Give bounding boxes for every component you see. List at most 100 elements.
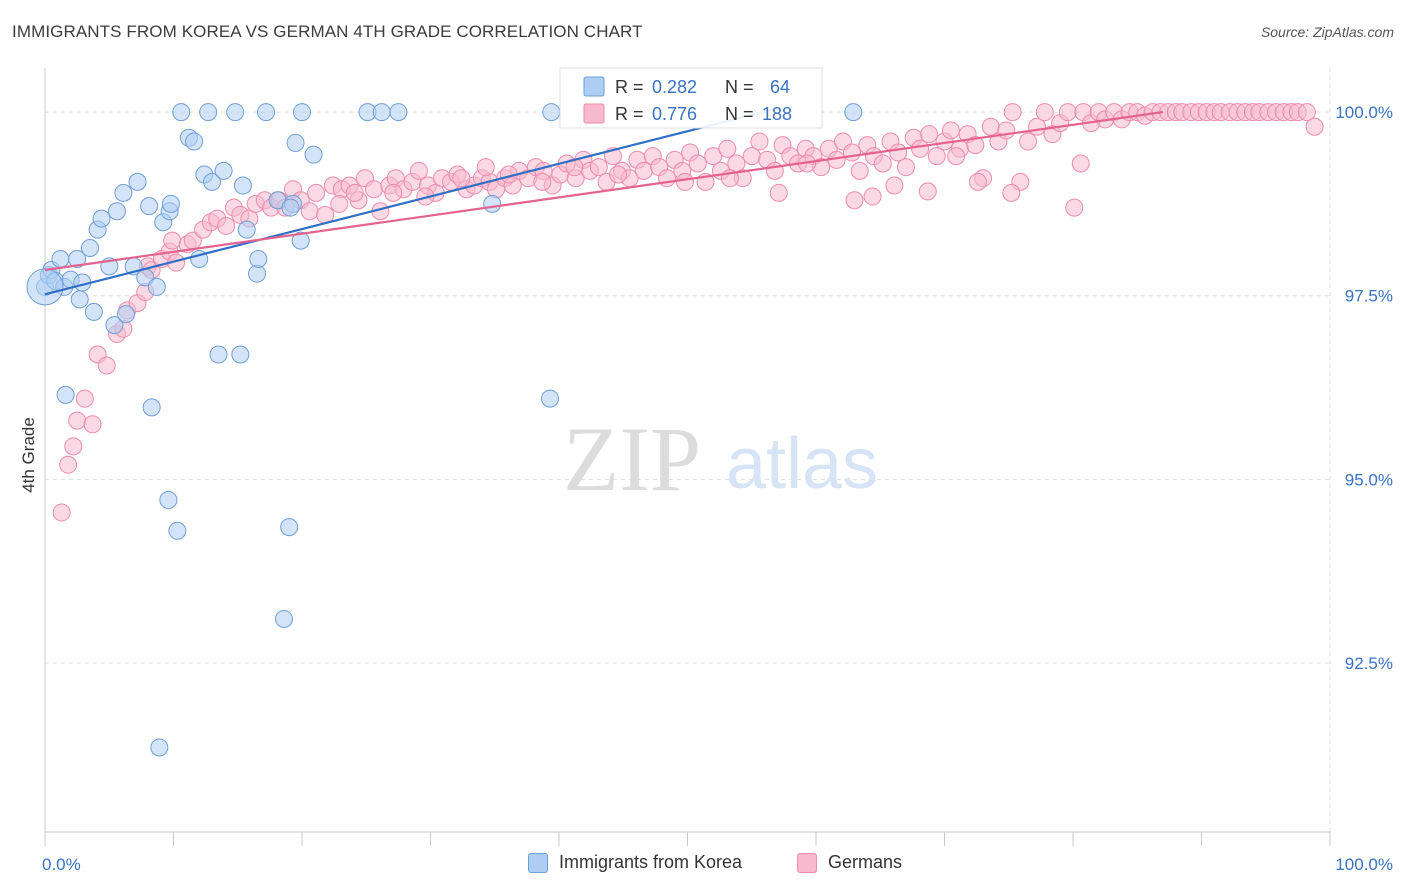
korea-point xyxy=(26,268,64,306)
korea-point xyxy=(233,176,252,195)
stats-legend: R = 0.282 N = 64 R = 0.776 N = 188 xyxy=(559,67,823,129)
german-point xyxy=(765,161,784,180)
source-label: Source: ZipAtlas.com xyxy=(1260,24,1394,40)
korea-point xyxy=(199,103,218,122)
german-point xyxy=(863,187,882,206)
legend-item-korea: Immigrants from Korea xyxy=(528,852,742,873)
korea-point xyxy=(231,345,250,364)
german-point xyxy=(330,194,349,213)
y-axis-label: 4th Grade xyxy=(19,417,38,493)
legend-r-label-korea: R = xyxy=(615,77,644,97)
german-point xyxy=(452,169,471,188)
german-point xyxy=(657,169,676,188)
korea-point xyxy=(92,209,111,228)
korea-point xyxy=(172,103,191,122)
korea-point xyxy=(68,250,87,268)
german-point xyxy=(842,143,861,162)
korea-point xyxy=(389,103,408,122)
korea-point xyxy=(51,250,70,268)
korea-trend-line xyxy=(44,107,778,296)
german-point xyxy=(609,165,628,184)
german-point xyxy=(1002,183,1021,202)
korea-point xyxy=(70,290,89,309)
korea-point xyxy=(147,277,166,296)
korea-point xyxy=(185,132,204,151)
korea-point xyxy=(142,398,161,417)
korea-point xyxy=(249,250,268,268)
legend-label-german: Germans xyxy=(828,852,903,872)
german-trend-line xyxy=(44,110,1164,272)
german-point xyxy=(911,139,930,158)
korea-point xyxy=(114,183,133,202)
german-point xyxy=(1305,117,1324,136)
legend-item-german: Germans xyxy=(797,852,902,873)
korea-point xyxy=(483,194,502,213)
german-point xyxy=(476,158,495,177)
german-point xyxy=(1003,103,1022,122)
german-point xyxy=(533,172,552,191)
german-point xyxy=(75,389,94,408)
y-tick-label: 97.5% xyxy=(1345,287,1393,306)
korea-point xyxy=(107,202,126,221)
german-point xyxy=(97,356,116,375)
chart-title: IMMIGRANTS FROM KOREA VS GERMAN 4TH GRAD… xyxy=(12,22,643,41)
german-point xyxy=(918,182,937,201)
korea-point xyxy=(291,231,310,250)
legend-swatch-korea xyxy=(583,76,605,97)
korea-point xyxy=(280,518,299,537)
legend-n-label-german: N = xyxy=(725,104,754,124)
legend-n-label-korea: N = xyxy=(725,77,754,97)
korea-point xyxy=(128,172,147,191)
german-point xyxy=(384,183,403,202)
german-point xyxy=(364,180,383,199)
legend-r-value-korea: 0.282 xyxy=(652,77,697,97)
points-layer xyxy=(26,103,1324,757)
trend-layer xyxy=(44,107,1164,296)
korea-point xyxy=(275,609,294,628)
german-point xyxy=(68,411,87,430)
korea-point xyxy=(542,103,561,122)
korea-point xyxy=(281,198,300,217)
german-point xyxy=(64,437,83,456)
legend-n-value-german: 188 xyxy=(762,104,792,124)
korea-point xyxy=(116,305,135,324)
german-point xyxy=(896,158,915,177)
korea-point xyxy=(56,385,75,404)
german-point xyxy=(83,415,102,434)
y-tick-label: 95.0% xyxy=(1345,470,1393,489)
korea-point xyxy=(214,161,233,180)
german-point xyxy=(850,161,869,180)
korea-point xyxy=(237,220,256,239)
korea-point xyxy=(150,738,169,757)
watermark: ZIP atlas xyxy=(563,408,878,510)
german-point xyxy=(873,154,892,173)
korea-point xyxy=(209,345,228,364)
german-point xyxy=(409,161,428,180)
german-point xyxy=(1297,103,1316,122)
korea-point xyxy=(84,302,103,321)
series-legend: Immigrants from Korea Germans xyxy=(0,850,1406,880)
german-point xyxy=(769,183,788,202)
korea-point xyxy=(541,389,560,408)
german-point xyxy=(634,161,653,180)
y-tick-label: 100.0% xyxy=(1335,103,1393,122)
german-point xyxy=(718,139,737,158)
german-point xyxy=(52,503,71,522)
german-point xyxy=(345,183,364,202)
korea-point xyxy=(80,238,99,257)
german-point xyxy=(750,132,769,151)
german-point xyxy=(920,125,939,144)
legend-swatch-german-bottom xyxy=(797,852,817,873)
korea-point xyxy=(159,490,178,509)
german-point xyxy=(307,183,326,202)
korea-point xyxy=(372,103,391,122)
german-point xyxy=(845,191,864,210)
korea-point xyxy=(203,172,222,191)
korea-point xyxy=(286,133,305,152)
legend-r-value-german: 0.776 xyxy=(652,104,697,124)
german-point xyxy=(217,216,236,235)
y-tick-label: 92.5% xyxy=(1345,654,1393,673)
german-point xyxy=(1065,198,1084,217)
german-point xyxy=(565,158,584,177)
